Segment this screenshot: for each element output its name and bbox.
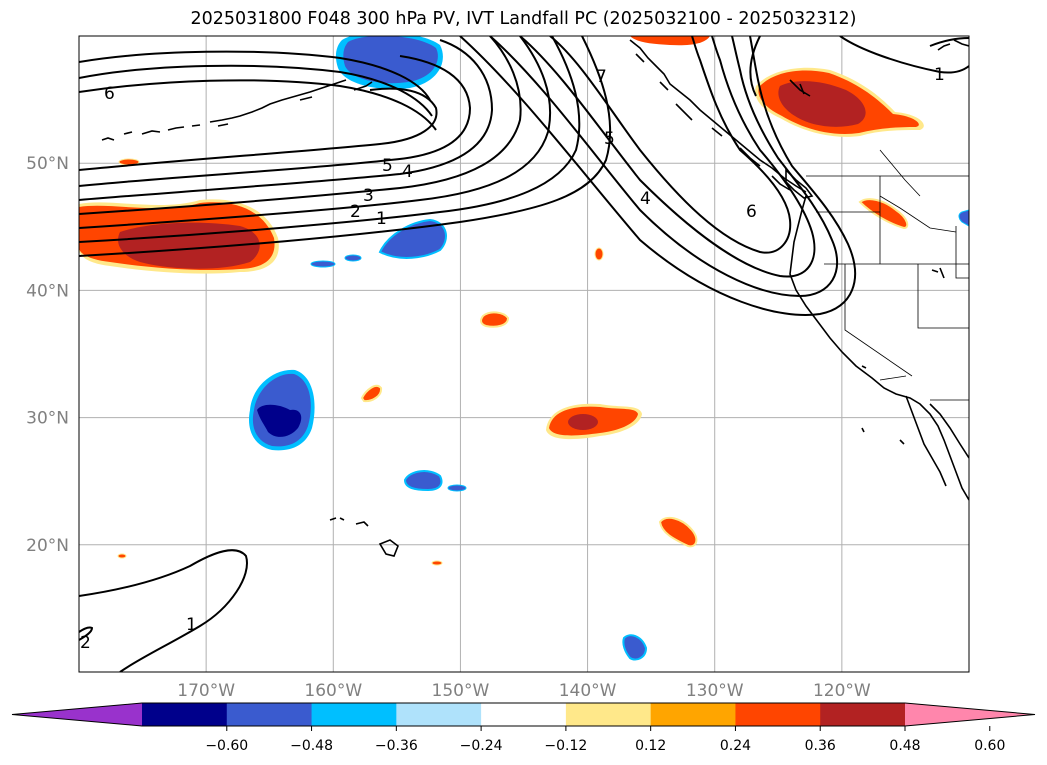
negative-anomaly-ne-pacific — [378, 218, 447, 259]
colorbar-tick-label-9: 0.60 — [974, 738, 1005, 754]
negative-anomaly-hawaii-north — [403, 470, 443, 492]
colorbar-tick-label-0: −0.60 — [205, 738, 248, 754]
colorbar-box-4 — [481, 703, 567, 726]
contour-label-8: 5 — [604, 129, 615, 149]
colorbar-tick-label-2: −0.36 — [375, 738, 418, 754]
lon-tick-label-5: 120°W — [813, 681, 871, 701]
political-borders — [806, 149, 969, 401]
contour-label-5: 2 — [350, 202, 361, 222]
colorbar-tick-label-3: −0.24 — [460, 738, 503, 754]
colorbar-box-5 — [565, 703, 652, 726]
map-background — [79, 36, 969, 672]
colorbar-tick-label-5: 0.12 — [635, 738, 666, 754]
colorbar-tick-label-4: −0.12 — [544, 738, 587, 754]
positive-anomaly-speck-7 — [431, 560, 443, 566]
coastlines — [101, 39, 969, 557]
positive-anomaly-subtropical-core — [568, 414, 598, 430]
map-title: 2025031800 F048 300 hPa PV, IVT Landfall… — [190, 9, 857, 29]
colorbar-tick-label-1: −0.48 — [290, 738, 333, 754]
colorbar-outline — [11, 702, 1036, 727]
colorbar-extend-low — [12, 703, 142, 726]
negative-anomaly-tropical — [622, 634, 648, 661]
negative-anomaly-speck-3 — [447, 484, 467, 492]
lon-tick-label-0: 170°W — [177, 681, 235, 701]
map-frame — [78, 35, 970, 673]
longitude-labels: 170°W 160°W 150°W 140°W 130°W 120°W — [177, 681, 871, 701]
colorbar — [11, 702, 1036, 727]
colorbar-box-3 — [396, 703, 482, 726]
contour-label-12: 1 — [186, 615, 197, 635]
contour-label-1: 6 — [104, 84, 115, 104]
positive-anomaly-speck-6 — [117, 553, 127, 559]
negative-anomaly-subtropical-core — [257, 404, 302, 437]
lon-tick-label-1: 160°W — [304, 681, 362, 701]
negative-anomaly-idaho — [958, 209, 969, 227]
contour-label-7: 7 — [596, 67, 607, 87]
positive-anomaly-west-pacific-core — [118, 222, 260, 269]
positive-anomaly-north-edge — [630, 36, 710, 46]
pv-contours — [79, 36, 969, 672]
contour-label-3: 4 — [402, 162, 413, 182]
positive-anomaly-speck-2 — [594, 247, 604, 261]
colorbar-box-2 — [311, 703, 397, 726]
contour-label-9: 4 — [640, 189, 651, 209]
negative-anomaly-speck-2 — [344, 254, 362, 262]
colorbar-box-0 — [142, 703, 228, 726]
negative-anomaly-speck-1 — [310, 260, 336, 268]
contour-label-4: 3 — [363, 186, 374, 206]
contour-label-10: 6 — [746, 202, 757, 222]
positive-anomaly-speck-3 — [480, 311, 510, 328]
lat-tick-label-3: 20°N — [26, 536, 69, 556]
lon-tick-label-4: 130°W — [686, 681, 744, 701]
colorbar-tick-label-8: 0.48 — [889, 738, 920, 754]
colorbar-labels: −0.60 −0.48 −0.36 −0.24 −0.12 0.12 0.24 0.36 0.4… — [205, 726, 1005, 754]
contour-labels: 6 5 4 3 2 1 7 5 4 6 1 1 2 — [80, 65, 945, 653]
colorbar-tick-label-6: 0.24 — [720, 738, 751, 754]
colorbar-extend-high — [905, 703, 1035, 726]
lat-tick-label-2: 30°N — [26, 409, 69, 429]
colorbar-box-6 — [650, 703, 736, 726]
colorbar-box-8 — [820, 703, 906, 726]
contour-label-11: 1 — [934, 65, 945, 85]
lat-tick-label-1: 40°N — [26, 281, 69, 301]
lon-tick-label-2: 150°W — [432, 681, 490, 701]
contour-label-2: 5 — [382, 156, 393, 176]
colorbar-box-7 — [735, 703, 821, 726]
positive-anomaly-speck-4 — [360, 384, 383, 403]
pc-shading — [79, 36, 969, 661]
lon-tick-label-3: 140°W — [559, 681, 617, 701]
colorbar-box-1 — [226, 703, 313, 726]
latitude-labels: 50°N 40°N 30°N 20°N — [26, 154, 69, 556]
contour-label-13: 2 — [80, 633, 91, 653]
positive-anomaly-pnw — [858, 198, 909, 230]
contour-label-6: 1 — [376, 209, 387, 229]
positive-anomaly-speck-5 — [658, 516, 698, 548]
lat-tick-label-0: 50°N — [26, 154, 69, 174]
colorbar-tick-label-7: 0.36 — [805, 738, 836, 754]
negative-anomaly-gulf-alaska-core — [343, 36, 438, 84]
positive-anomaly-canada-core — [778, 81, 866, 127]
